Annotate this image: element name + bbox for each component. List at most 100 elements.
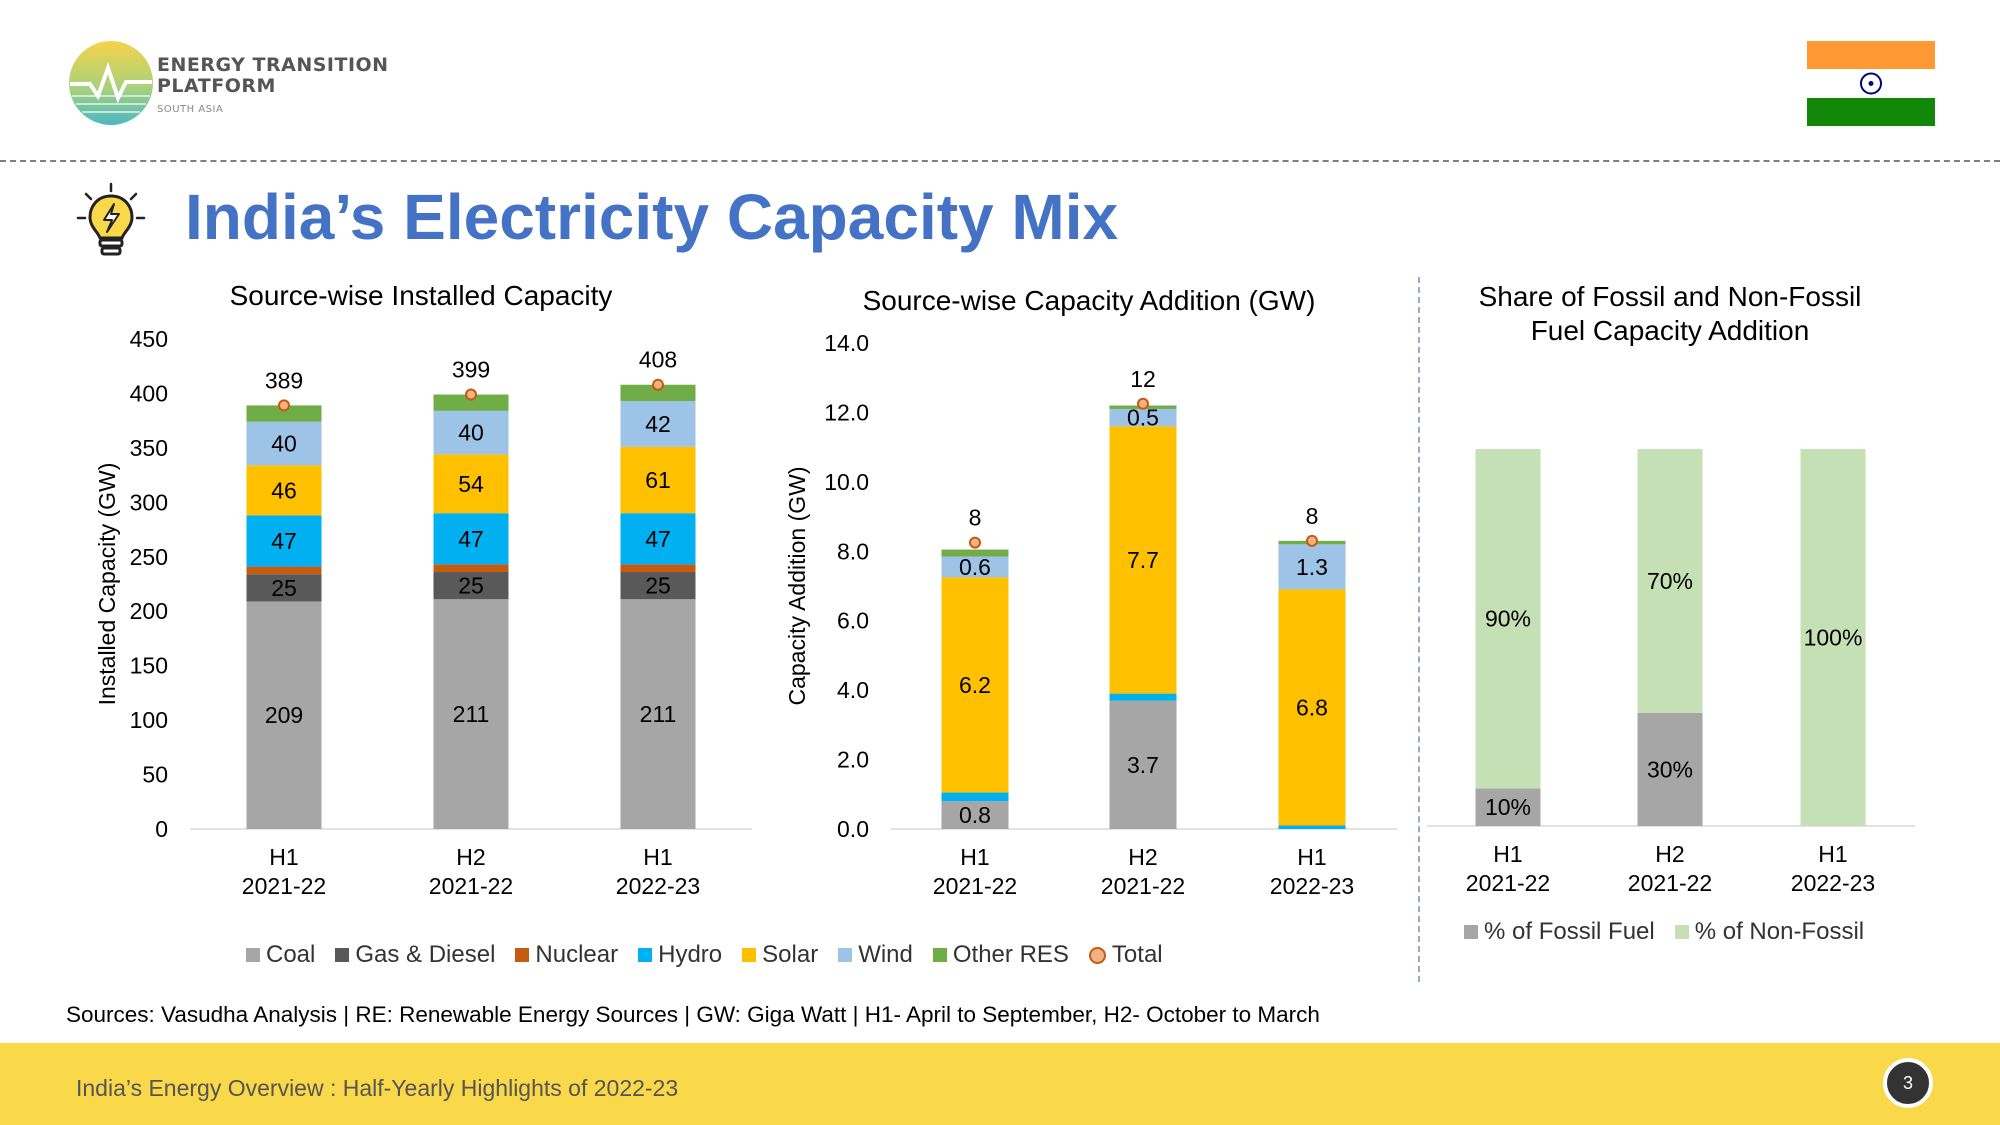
footer-bar — [0, 1043, 2000, 1125]
total-marker — [652, 378, 664, 391]
data-label: 70% — [1647, 568, 1693, 594]
x-tick-label: H1 — [1818, 841, 1847, 867]
legend-item-fossil: % of Fossil Fuel — [1464, 918, 1655, 946]
data-label: 211 — [640, 701, 677, 727]
y-axis-label: Installed Capacity (GW) — [94, 463, 120, 706]
y-tick-label: 450 — [130, 326, 168, 352]
x-tick-label: H1 — [269, 844, 298, 870]
bar-wind — [1278, 544, 1346, 590]
total-label: 8 — [969, 505, 982, 531]
legend-swatch — [1464, 925, 1478, 939]
legend-swatch — [1674, 925, 1689, 939]
data-label: 42 — [645, 411, 671, 437]
legend-swatch — [335, 948, 350, 962]
bar-wind — [941, 556, 1009, 578]
bar-solar — [1109, 426, 1177, 694]
legend-swatch — [742, 948, 757, 962]
y-axis-label: Capacity Addition (GW) — [784, 466, 810, 705]
legend-label: % of Non-Fossil — [1694, 918, 1865, 945]
x-tick-label: 2021-22 — [1101, 873, 1185, 899]
chart-title: Share of Fossil and Non-Fossil — [1479, 281, 1862, 312]
logo-text: ENERGY TRANSITION PLATFORM — [157, 55, 389, 97]
legend-item-coal: Coal — [246, 941, 315, 969]
legend-swatch — [838, 948, 853, 962]
y-tick-label: 250 — [130, 544, 168, 570]
y-tick-label: 200 — [130, 598, 168, 624]
chart-title: Fuel Capacity Addition — [1531, 315, 1810, 346]
data-label: 40 — [458, 420, 484, 446]
y-tick-label: 12.0 — [824, 399, 869, 425]
data-label: 30% — [1647, 756, 1693, 782]
data-label: 6.8 — [1296, 695, 1328, 721]
legend-swatch — [246, 948, 260, 962]
legend-item-non-fossil: % of Non-Fossil — [1674, 918, 1865, 946]
legend-label: Hydro — [658, 941, 723, 968]
legend-swatch — [932, 948, 947, 962]
page-title: India’s Electricity Capacity Mix — [185, 181, 1119, 253]
legend-label: Wind — [858, 941, 913, 968]
bar-gas-diesel — [620, 572, 696, 600]
total-marker — [1306, 534, 1318, 547]
total-label: 8 — [1306, 503, 1319, 529]
header-divider — [0, 160, 2000, 162]
data-label: 47 — [458, 526, 484, 552]
legend-label: Solar — [762, 941, 819, 968]
data-label: 0.6 — [959, 554, 991, 580]
total-label: 389 — [265, 367, 303, 393]
data-label: 47 — [645, 526, 671, 552]
bar-solar — [941, 577, 1009, 793]
logo-line-2: PLATFORM — [157, 75, 276, 97]
bar-hydro — [941, 792, 1009, 802]
bar-hydro — [433, 513, 509, 565]
bar-coal — [620, 599, 696, 829]
x-tick-label: H1 — [643, 844, 672, 870]
bar-coal — [1109, 700, 1177, 829]
legend-item-other-res: Other RES — [932, 941, 1069, 969]
legend-swatch — [638, 948, 653, 962]
data-label: 47 — [271, 528, 297, 554]
y-tick-label: 300 — [130, 489, 168, 515]
legend-label: Nuclear — [535, 941, 619, 968]
y-tick-label: 400 — [130, 380, 168, 406]
bar-of-non-fossil — [1475, 449, 1541, 789]
x-tick-label: 2022-23 — [1791, 870, 1875, 896]
y-tick-label: 8.0 — [837, 538, 869, 564]
bar-solar — [1278, 589, 1346, 826]
legend-item-total: Total — [1088, 941, 1163, 969]
data-label: 10% — [1485, 794, 1531, 820]
y-tick-label: 6.0 — [837, 608, 869, 634]
data-label: 61 — [645, 467, 671, 493]
bar-wind — [620, 401, 696, 447]
bar-other-res — [620, 384, 696, 402]
bar-coal — [433, 599, 509, 829]
x-tick-label: 2022-23 — [616, 873, 700, 899]
data-label: 90% — [1485, 606, 1531, 632]
page-number: 3 — [1883, 1058, 1933, 1108]
y-tick-label: 100 — [130, 707, 168, 733]
data-label: 211 — [453, 701, 490, 727]
bar-solar — [433, 454, 509, 514]
bar-gas-diesel — [433, 572, 509, 600]
bar-gas-diesel — [246, 574, 322, 602]
bar-nuclear — [246, 566, 322, 575]
y-tick-label: 150 — [130, 653, 168, 679]
data-label: 100% — [1804, 625, 1863, 651]
legend-item-nuclear: Nuclear — [515, 941, 618, 969]
logo-line-1: ENERGY TRANSITION — [157, 54, 389, 76]
bar-wind — [246, 421, 322, 466]
x-tick-label: 2021-22 — [1628, 870, 1712, 896]
logo-subtitle: SOUTH ASIA — [157, 104, 224, 115]
india-flag-icon — [1807, 41, 1935, 126]
x-tick-label: 2021-22 — [242, 873, 326, 899]
data-label: 7.7 — [1127, 547, 1159, 573]
y-tick-label: 4.0 — [837, 677, 869, 703]
total-marker — [1137, 397, 1149, 410]
x-tick-label: H1 — [1297, 844, 1326, 870]
y-tick-label: 0.0 — [837, 816, 869, 842]
bar-solar — [620, 446, 696, 514]
total-label: 399 — [452, 357, 490, 383]
y-tick-label: 50 — [142, 762, 168, 788]
y-tick-label: 14.0 — [824, 330, 869, 356]
legend-marker — [1088, 946, 1106, 964]
x-tick-label: 2021-22 — [1466, 870, 1550, 896]
